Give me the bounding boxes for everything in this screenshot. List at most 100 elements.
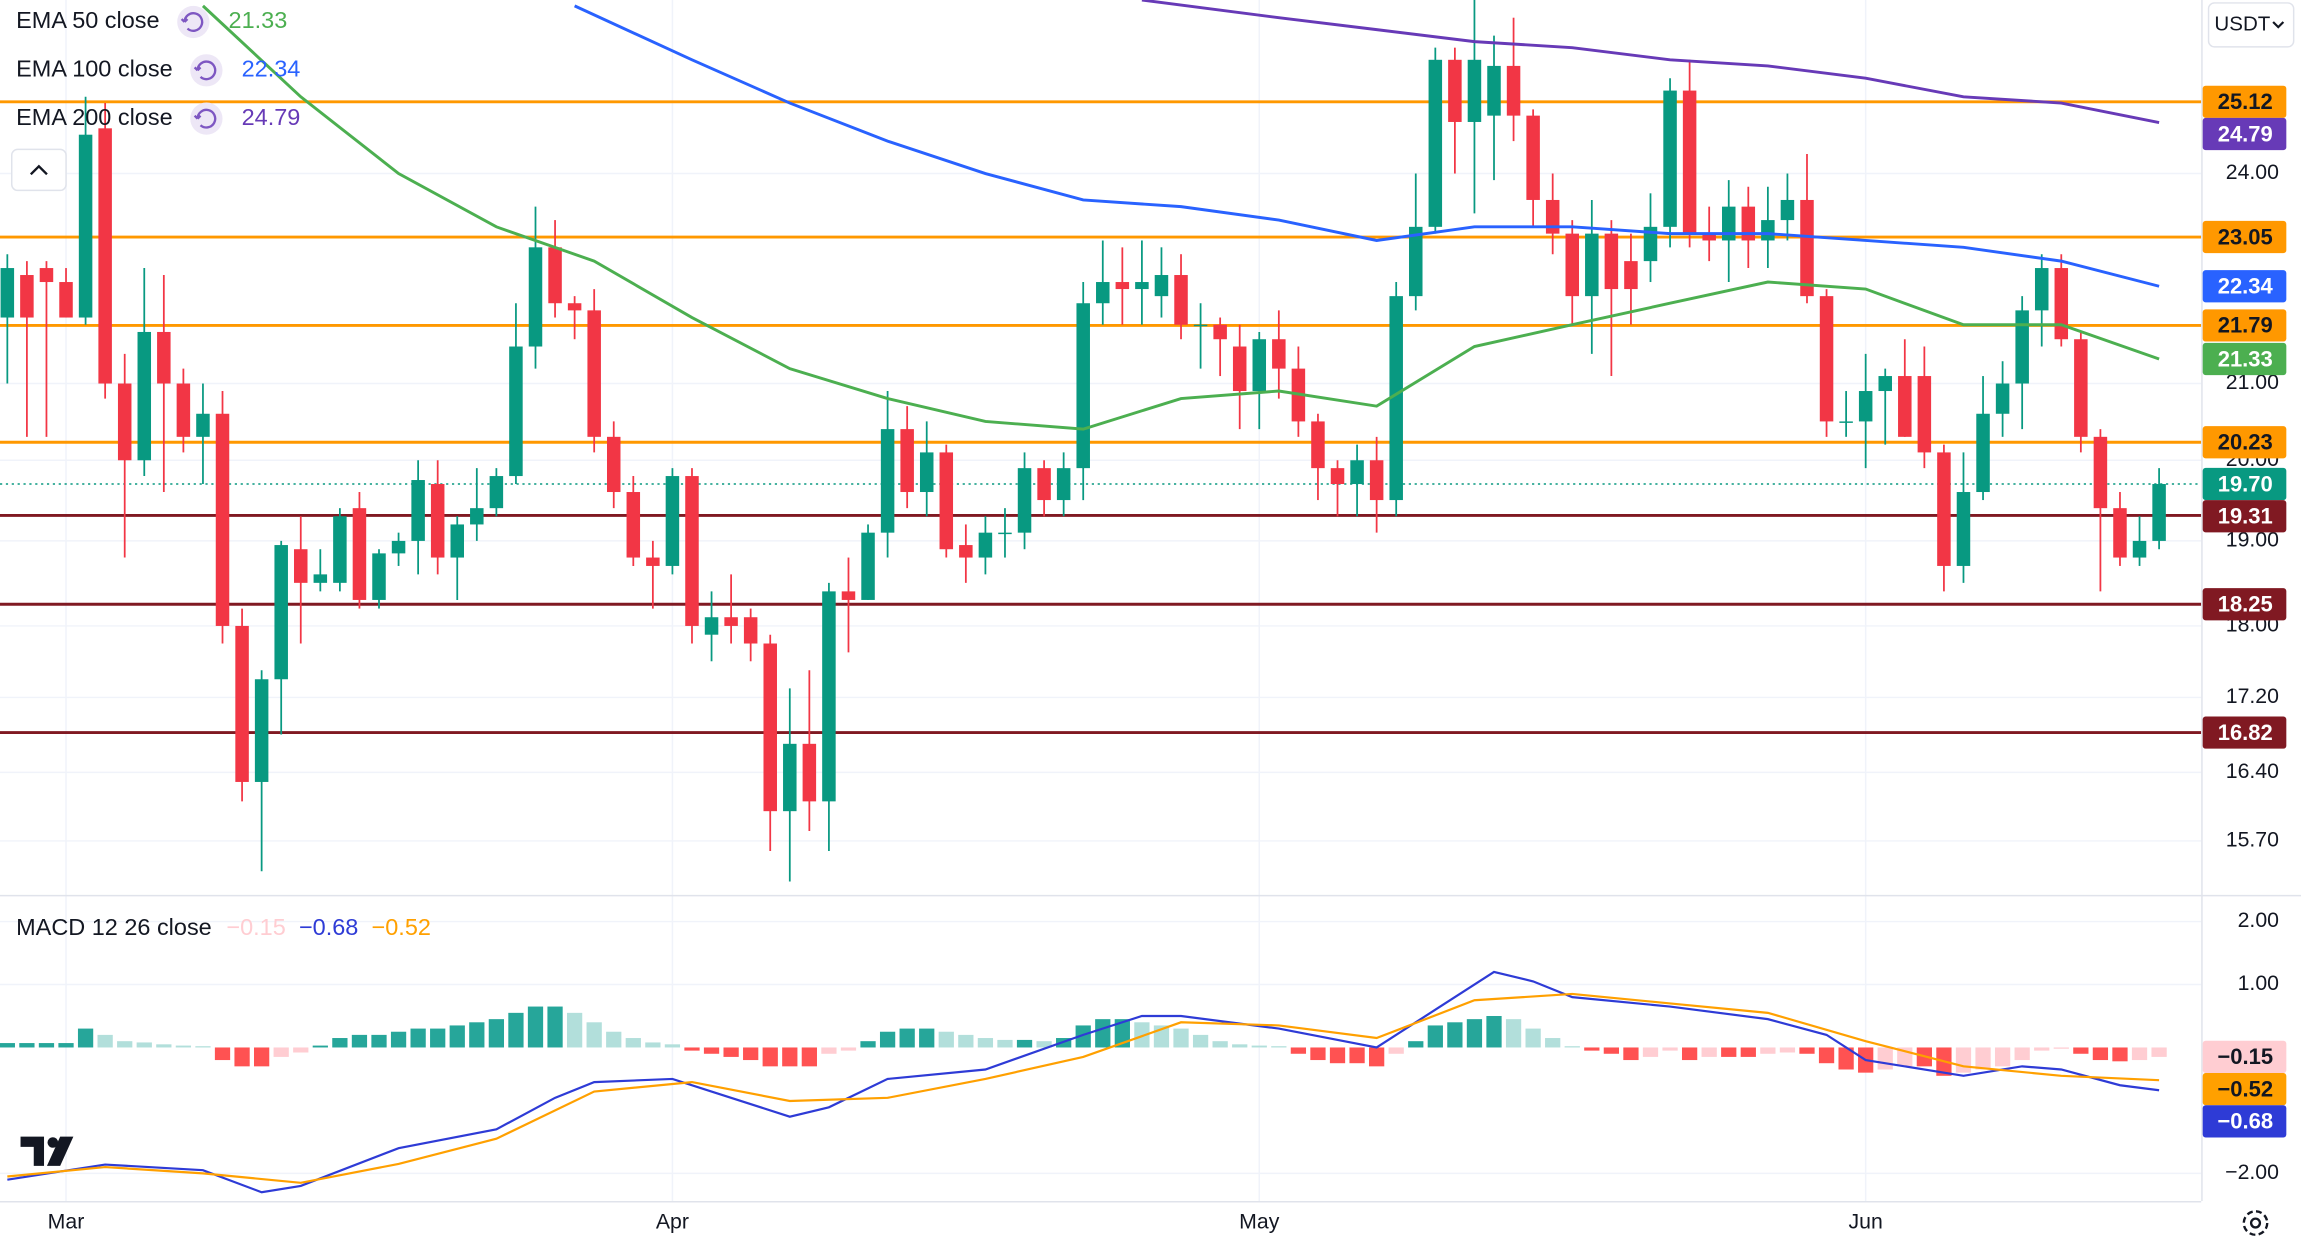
candle-body [1858,391,1873,422]
price-tag-label: 19.31 [2218,504,2273,529]
histogram-bar [19,1043,35,1048]
y-tick-label: 1.00 [2238,971,2279,995]
histogram-bar [2014,1047,2030,1061]
candle-body [1976,413,1990,493]
histogram-bar [743,1047,759,1061]
candle-body [998,532,1012,535]
histogram-bar [430,1028,446,1048]
x-tick-label: Jun [1849,1210,1883,1234]
price-tag [2202,500,2287,533]
histogram-bar [919,1028,935,1048]
candle-body [1839,421,1853,423]
histogram-bar [469,1022,485,1048]
candle-body [861,532,875,600]
logo-dot[interactable] [47,1137,59,1148]
axes: Mar Apr May Jun24.0021.0020.0019.0018.0017.… [48,160,2279,1233]
price-tag [2202,220,2287,254]
candle-body [724,617,738,626]
histogram-bar [1329,1047,1346,1064]
candle-body [1330,468,1345,485]
candle-body [880,429,895,533]
legend-icon [180,12,204,32]
collapse-button-frame[interactable] [11,148,67,192]
candle-body [196,413,210,437]
histogram-bar [2053,1047,2069,1049]
histogram-bar [2151,1047,2167,1057]
histogram-bar [821,1047,837,1054]
candle-body [763,643,777,812]
price-tag [2202,1073,2287,1106]
candle-body [1115,282,1130,290]
histogram-bar [2073,1047,2089,1054]
price-tag-label: 16.82 [2218,720,2273,745]
histogram-bar [958,1034,974,1048]
candle-body [1780,199,1795,221]
tradingview-logo[interactable] [20,1136,74,1166]
histogram-bar [293,1047,309,1053]
gear-inner[interactable] [2249,1217,2262,1229]
macd-line [7,970,2160,1194]
candle-body [1311,421,1325,469]
candle-body [1682,90,1697,234]
collapse-legend-button[interactable] [11,148,67,192]
chevron-up[interactable] [29,164,48,176]
histogram-bar [77,1028,94,1048]
candle-body [2132,540,2147,558]
candle-body [1135,282,1149,290]
logo-v[interactable] [46,1136,74,1166]
price-tag [2202,270,2287,303]
candle-body [548,247,562,304]
price-tag-label: 20.23 [2218,430,2273,455]
histogram-bar [117,1041,133,1048]
candle-body [1898,376,1912,437]
settings-button[interactable] [2242,1210,2269,1236]
histogram-bar [1838,1047,1854,1070]
candle-body [1585,233,1599,297]
candle-body [919,452,934,493]
histogram-bar [684,1047,700,1051]
candle-body [1819,296,1834,422]
logo-t[interactable] [20,1136,45,1166]
histogram-bar [390,1031,407,1048]
candle-body [743,617,758,644]
x-tick-label: May [1239,1210,1280,1234]
candle-body [372,553,386,600]
gear-outer[interactable] [2242,1210,2269,1236]
histogram-bar [1192,1034,1209,1048]
price-tag-label: 22.34 [2218,274,2274,299]
legend-icon [193,60,217,81]
histogram-bar [723,1047,739,1057]
signal-line [7,992,2160,1184]
currency-button-frame[interactable] [2207,2,2295,48]
candle-body [1174,275,1188,325]
currency-button[interactable]: USDT [2207,2,2295,48]
chevron-down[interactable] [2272,21,2285,29]
histogram-bar [703,1047,720,1054]
candle-body [587,310,601,437]
histogram-bar [977,1038,994,1048]
legend-value: 24.79 [242,104,301,130]
histogram-bar [1799,1047,1815,1054]
candle-body [117,383,132,461]
candle-body [1761,220,1775,241]
histogram-bar [1349,1047,1365,1064]
histogram-bar [175,1045,192,1048]
candle-body [59,282,73,318]
candle-body [802,743,817,802]
candle-body [1995,383,2010,414]
histogram-bar [1251,1045,1267,1048]
legend-name: EMA 200 close [16,104,172,130]
histogram-bar [136,1042,152,1048]
histogram-bar [234,1047,250,1067]
candle-body [157,331,171,384]
histogram-bar [1232,1044,1248,1048]
candle-body [1232,346,1247,392]
price-tags: 25.12 24.79 23.05 22.34 21.79 21.33 20.23 19.70… [2202,85,2287,1138]
candle-body [313,574,328,583]
histogram-bar [254,1047,270,1067]
price-tag [2202,309,2287,342]
currency-label[interactable]: USDT [2214,12,2270,35]
legend-icon-bg [190,102,223,135]
macd-legend-value: −0.15 [226,914,285,940]
price-tag-label: −0.15 [2217,1044,2273,1069]
